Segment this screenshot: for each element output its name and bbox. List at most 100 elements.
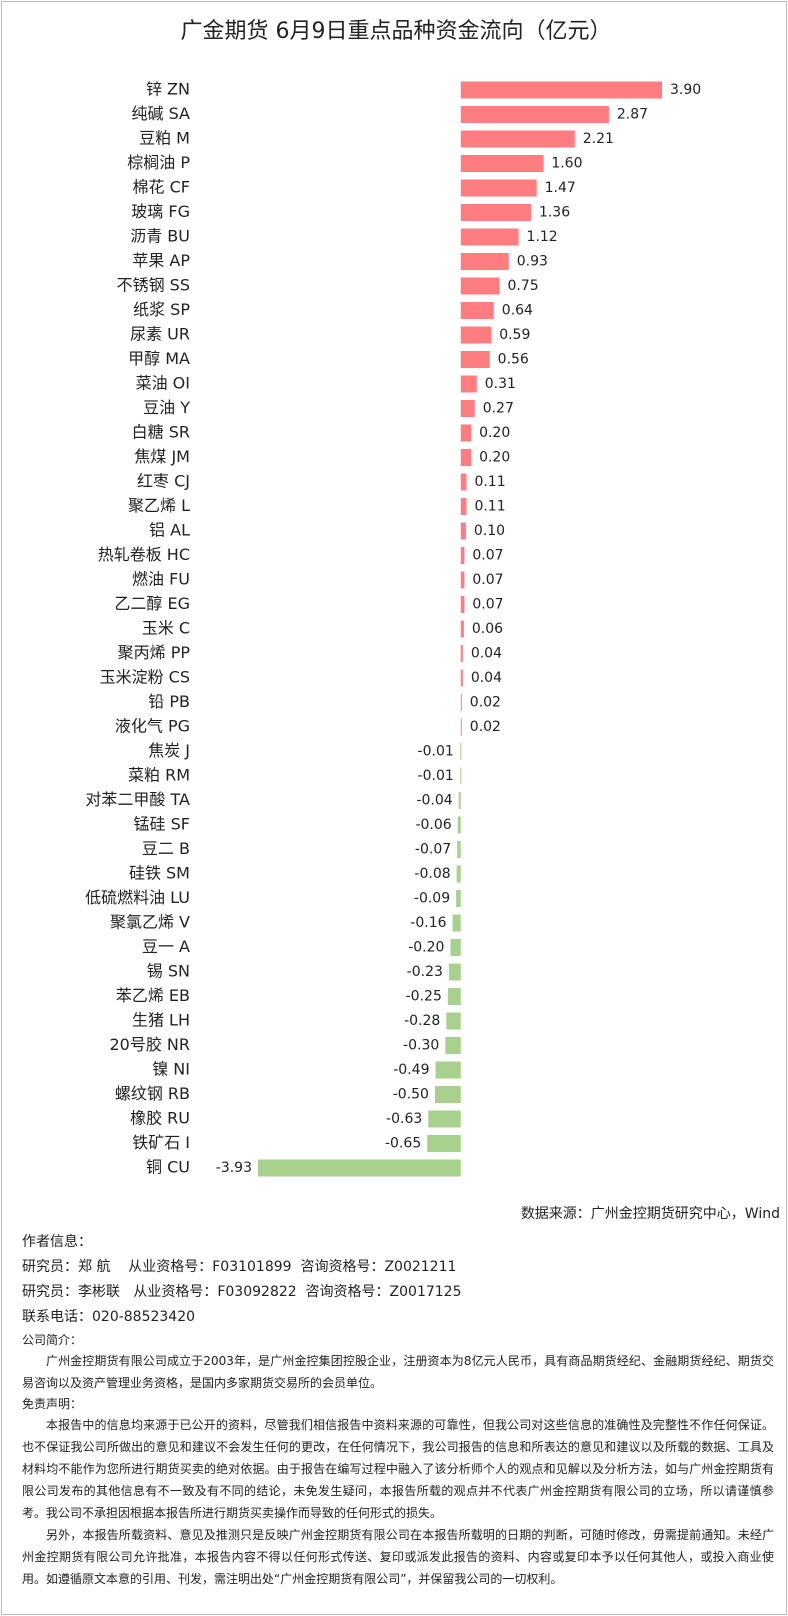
bar <box>457 841 461 858</box>
value-label: -0.23 <box>407 964 443 980</box>
bar <box>460 743 462 760</box>
bar <box>460 179 537 197</box>
category-label: 聚乙烯 L <box>128 496 190 515</box>
bar <box>448 963 461 981</box>
bar <box>258 1159 461 1177</box>
bar <box>460 155 544 172</box>
bar <box>460 694 462 711</box>
category-label: 锌 ZN <box>146 80 190 99</box>
bar <box>460 228 519 246</box>
value-label: 0.07 <box>472 572 503 588</box>
category-label: 螺纹钢 RB <box>115 1084 190 1103</box>
value-label: 0.07 <box>472 548 503 564</box>
value-label: 0.75 <box>507 278 538 294</box>
bar <box>427 1135 461 1152</box>
category-label: 玉米 C <box>142 619 190 638</box>
bar <box>460 547 465 564</box>
value-label: -0.01 <box>418 768 454 784</box>
value-label: -0.63 <box>386 1111 422 1127</box>
bar <box>460 400 475 417</box>
bar <box>452 914 461 932</box>
value-label: 3.90 <box>670 82 701 98</box>
bar <box>445 1037 461 1054</box>
value-label: -0.25 <box>406 989 442 1005</box>
bar <box>434 1086 461 1103</box>
bar <box>447 988 461 1005</box>
category-label: 焦炭 J <box>148 741 190 760</box>
bar <box>460 669 463 687</box>
category-label: 棕榈油 P <box>127 153 190 172</box>
category-label: 纸浆 SP <box>133 300 190 319</box>
bar <box>460 473 467 491</box>
category-label: 菜粕 RM <box>128 766 190 785</box>
category-label: 铁矿石 I <box>132 1133 190 1152</box>
bar <box>460 277 500 295</box>
category-label: 豆二 B <box>142 839 190 858</box>
category-label: 生猪 LH <box>132 1011 190 1030</box>
category-label: 棉花 CF <box>133 178 190 197</box>
bar <box>456 865 461 883</box>
value-label: -0.30 <box>403 1038 439 1054</box>
category-label: 20号胶 NR <box>109 1035 190 1054</box>
value-label: 0.06 <box>472 621 503 637</box>
value-label: 0.20 <box>479 450 510 466</box>
category-label: 对苯二甲酸 TA <box>85 790 190 809</box>
bar <box>460 302 494 319</box>
category-label: 苯乙烯 EB <box>116 986 190 1005</box>
author-heading: 作者信息： <box>22 1234 92 1250</box>
category-label: 燃油 FU <box>132 570 190 589</box>
bar <box>460 130 575 148</box>
category-label: 菜油 OI <box>136 374 190 393</box>
value-label: -0.28 <box>404 1013 440 1029</box>
category-label: 纯碱 SA <box>132 104 191 123</box>
bar <box>460 571 465 589</box>
value-label: -0.65 <box>385 1136 421 1152</box>
researcher: 研究员：郑 航 从业资格号：F03101899 咨询资格号：Z0021211 <box>22 1259 457 1275</box>
category-label: 豆一 A <box>142 937 190 956</box>
category-label: 热轧卷板 HC <box>98 545 190 564</box>
value-label: 2.21 <box>583 131 614 147</box>
value-label: 0.02 <box>470 695 501 711</box>
value-label: -0.08 <box>414 866 450 882</box>
bar <box>457 816 461 834</box>
category-label: 焦煤 JM <box>134 447 190 466</box>
bar <box>460 498 467 515</box>
value-label: -0.50 <box>393 1087 429 1103</box>
category-label: 聚丙烯 PP <box>118 643 191 662</box>
category-label: 低硫燃料油 LU <box>85 888 190 907</box>
value-label: 2.87 <box>617 107 648 123</box>
category-label: 白糖 SR <box>132 423 190 442</box>
value-label: 1.36 <box>539 205 570 221</box>
bar <box>456 890 461 907</box>
researcher: 研究员：李彬联 从业资格号：F03092822 咨询资格号：Z0017125 <box>22 1284 462 1300</box>
value-label: 0.10 <box>474 523 505 539</box>
category-label: 玻璃 FG <box>131 202 190 221</box>
bar <box>460 718 462 736</box>
bar <box>460 81 662 99</box>
category-label: 尿素 UR <box>130 325 190 344</box>
category-label: 乙二醇 EG <box>114 594 190 613</box>
value-label: -0.20 <box>408 940 444 956</box>
value-label: 0.04 <box>471 670 502 686</box>
bar <box>460 106 609 123</box>
bar <box>446 1012 461 1030</box>
bar <box>428 1110 461 1128</box>
value-label: 0.02 <box>470 719 501 735</box>
value-label: 0.11 <box>474 474 505 490</box>
category-label: 硅铁 SM <box>129 864 190 883</box>
category-label: 豆油 Y <box>143 398 190 417</box>
bar <box>460 449 472 466</box>
category-label: 苹果 AP <box>132 251 190 270</box>
value-label: -0.49 <box>393 1062 429 1078</box>
value-label: 1.12 <box>527 229 558 245</box>
bar <box>460 351 490 368</box>
chart: 广金期货 6月9日重点品种资金流向（亿元） 数据来源：广州金控期货研究中心，Wi… <box>85 19 780 1222</box>
category-label: 橡胶 RU <box>130 1109 190 1128</box>
category-label: 豆粕 M <box>139 129 190 148</box>
bar <box>460 767 462 785</box>
bar <box>458 792 461 809</box>
value-label: 0.11 <box>474 499 505 515</box>
value-label: -3.93 <box>216 1160 252 1176</box>
value-label: 0.31 <box>485 376 516 392</box>
